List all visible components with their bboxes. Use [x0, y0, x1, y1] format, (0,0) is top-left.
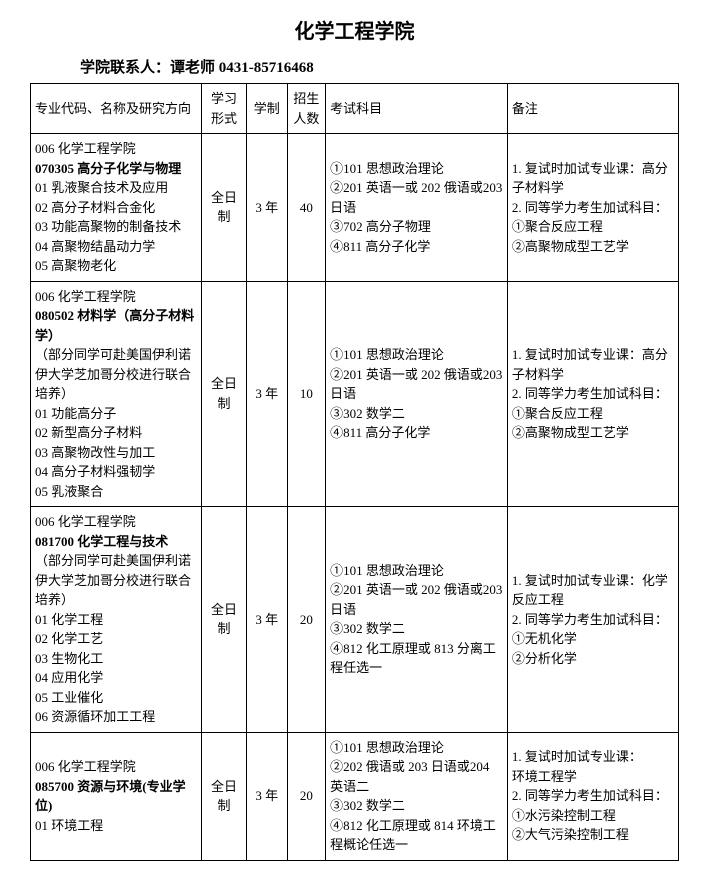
major-line: 06 资源循环加工工程 [35, 707, 197, 727]
major-line: 05 乳液聚合 [35, 482, 197, 502]
cell-exam: ①101 思想政治理论②201 英语一或 202 俄语或203 日语③702 高… [326, 134, 508, 282]
major-line: 006 化学工程学院 [35, 139, 197, 159]
major-line: 085700 资源与环境(专业学位) [35, 777, 197, 816]
cell-duration: 3 年 [246, 281, 287, 507]
cell-major: 006 化学工程学院085700 资源与环境(专业学位)01 环境工程 [31, 732, 202, 860]
cell-num: 10 [287, 281, 325, 507]
exam-line: ①101 思想政治理论 [330, 738, 503, 758]
note-line: ②分析化学 [512, 649, 674, 669]
table-header-row: 专业代码、名称及研究方向 学习形式 学制 招生人数 考试科目 备注 [31, 84, 679, 134]
exam-line: ④812 化工原理或 813 分离工程任选一 [330, 639, 503, 678]
cell-num: 20 [287, 507, 325, 733]
th-duration: 学制 [246, 84, 287, 134]
major-line: 006 化学工程学院 [35, 757, 197, 777]
note-line: ①水污染控制工程 [512, 806, 674, 826]
exam-line: ④811 高分子化学 [330, 423, 503, 443]
note-line: 2. 同等学力考生加试科目： [512, 198, 674, 218]
page-title: 化学工程学院 [30, 15, 679, 44]
exam-line: ③302 数学二 [330, 404, 503, 424]
cell-note: 1. 复试时加试专业课：化学反应工程2. 同等学力考生加试科目：①无机化学②分析… [507, 507, 678, 733]
program-table: 专业代码、名称及研究方向 学习形式 学制 招生人数 考试科目 备注 006 化学… [30, 83, 679, 861]
note-line: ①聚合反应工程 [512, 217, 674, 237]
exam-line: ③302 数学二 [330, 796, 503, 816]
note-line: ②大气污染控制工程 [512, 825, 674, 845]
th-note: 备注 [507, 84, 678, 134]
cell-num: 20 [287, 732, 325, 860]
major-line: 04 应用化学 [35, 668, 197, 688]
exam-line: ②201 英语一或 202 俄语或203 日语 [330, 178, 503, 217]
major-line: 04 高分子材料强韧学 [35, 462, 197, 482]
major-line: 01 乳液聚合技术及应用 [35, 178, 197, 198]
major-line: 05 工业催化 [35, 688, 197, 708]
exam-line: ①101 思想政治理论 [330, 345, 503, 365]
major-line: 080502 材料学（高分子材料学） [35, 306, 197, 345]
major-line: 01 环境工程 [35, 816, 197, 836]
note-line: ①聚合反应工程 [512, 404, 674, 424]
major-line: 01 功能高分子 [35, 404, 197, 424]
note-line: 2. 同等学力考生加试科目： [512, 610, 674, 630]
cell-exam: ①101 思想政治理论②202 俄语或 203 日语或204 英语二③302 数… [326, 732, 508, 860]
cell-form: 全日制 [202, 507, 247, 733]
note-line: ②高聚物成型工艺学 [512, 237, 674, 257]
note-line: 1. 复试时加试专业课：化学反应工程 [512, 571, 674, 610]
major-line: 070305 高分子化学与物理 [35, 159, 197, 179]
exam-line: ②202 俄语或 203 日语或204 英语二 [330, 757, 503, 796]
contact-info: 学院联系人：谭老师 0431-85716468 [80, 56, 679, 77]
cell-form: 全日制 [202, 281, 247, 507]
cell-form: 全日制 [202, 134, 247, 282]
exam-line: ②201 英语一或 202 俄语或203 日语 [330, 365, 503, 404]
major-line: 006 化学工程学院 [35, 512, 197, 532]
table-row: 006 化学工程学院080502 材料学（高分子材料学）（部分同学可赴美国伊利诺… [31, 281, 679, 507]
exam-line: ①101 思想政治理论 [330, 561, 503, 581]
cell-note: 1. 复试时加试专业课：高分子材料学2. 同等学力考生加试科目：①聚合反应工程②… [507, 281, 678, 507]
exam-line: ④812 化工原理或 814 环境工程概论任选一 [330, 816, 503, 855]
exam-line: ④811 高分子化学 [330, 237, 503, 257]
major-line: 02 化学工艺 [35, 629, 197, 649]
cell-note: 1. 复试时加试专业课：高分子材料学2. 同等学力考生加试科目：①聚合反应工程②… [507, 134, 678, 282]
major-line: 03 高聚物改性与加工 [35, 443, 197, 463]
major-line: 02 高分子材料合金化 [35, 198, 197, 218]
cell-major: 006 化学工程学院070305 高分子化学与物理01 乳液聚合技术及应用02 … [31, 134, 202, 282]
cell-num: 40 [287, 134, 325, 282]
major-line: 03 生物化工 [35, 649, 197, 669]
exam-line: ③702 高分子物理 [330, 217, 503, 237]
major-line: 05 高聚物老化 [35, 256, 197, 276]
note-line: 1. 复试时加试专业课：高分子材料学 [512, 345, 674, 384]
cell-duration: 3 年 [246, 507, 287, 733]
note-line: 环境工程学 [512, 767, 674, 787]
cell-form: 全日制 [202, 732, 247, 860]
cell-note: 1. 复试时加试专业课：环境工程学2. 同等学力考生加试科目：①水污染控制工程②… [507, 732, 678, 860]
exam-line: ②201 英语一或 202 俄语或203 日语 [330, 580, 503, 619]
note-line: 2. 同等学力考生加试科目： [512, 384, 674, 404]
major-line: 006 化学工程学院 [35, 287, 197, 307]
table-row: 006 化学工程学院070305 高分子化学与物理01 乳液聚合技术及应用02 … [31, 134, 679, 282]
major-line: （部分同学可赴美国伊利诺伊大学芝加哥分校进行联合培养） [35, 345, 197, 404]
major-line: 03 功能高聚物的制备技术 [35, 217, 197, 237]
table-row: 006 化学工程学院085700 资源与环境(专业学位)01 环境工程全日制3 … [31, 732, 679, 860]
exam-line: ③302 数学二 [330, 619, 503, 639]
cell-major: 006 化学工程学院080502 材料学（高分子材料学）（部分同学可赴美国伊利诺… [31, 281, 202, 507]
th-form: 学习形式 [202, 84, 247, 134]
major-line: （部分同学可赴美国伊利诺伊大学芝加哥分校进行联合培养） [35, 551, 197, 610]
cell-exam: ①101 思想政治理论②201 英语一或 202 俄语或203 日语③302 数… [326, 281, 508, 507]
table-row: 006 化学工程学院081700 化学工程与技术（部分同学可赴美国伊利诺伊大学芝… [31, 507, 679, 733]
th-exam: 考试科目 [326, 84, 508, 134]
cell-exam: ①101 思想政治理论②201 英语一或 202 俄语或203 日语③302 数… [326, 507, 508, 733]
th-num: 招生人数 [287, 84, 325, 134]
major-line: 01 化学工程 [35, 610, 197, 630]
note-line: 1. 复试时加试专业课： [512, 747, 674, 767]
note-line: ①无机化学 [512, 629, 674, 649]
cell-duration: 3 年 [246, 732, 287, 860]
note-line: 2. 同等学力考生加试科目： [512, 786, 674, 806]
major-line: 081700 化学工程与技术 [35, 532, 197, 552]
cell-duration: 3 年 [246, 134, 287, 282]
major-line: 02 新型高分子材料 [35, 423, 197, 443]
major-line: 04 高聚物结晶动力学 [35, 237, 197, 257]
note-line: ②高聚物成型工艺学 [512, 423, 674, 443]
th-major: 专业代码、名称及研究方向 [31, 84, 202, 134]
exam-line: ①101 思想政治理论 [330, 159, 503, 179]
note-line: 1. 复试时加试专业课：高分子材料学 [512, 159, 674, 198]
cell-major: 006 化学工程学院081700 化学工程与技术（部分同学可赴美国伊利诺伊大学芝… [31, 507, 202, 733]
